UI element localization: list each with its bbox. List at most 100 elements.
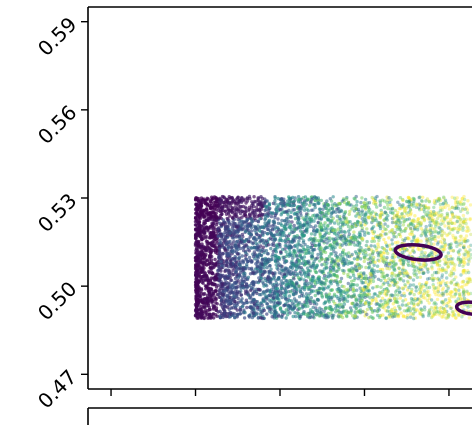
- scatter-point: [452, 226, 457, 231]
- scatter-point: [426, 289, 430, 294]
- scatter-point: [394, 310, 398, 314]
- scatter-point: [392, 296, 397, 301]
- scatter-point: [337, 266, 341, 270]
- scatter-point: [385, 287, 389, 291]
- scatter-point: [379, 278, 383, 283]
- scatter-point: [315, 298, 320, 302]
- scatter-point: [401, 238, 405, 242]
- scatter-point: [461, 245, 466, 249]
- scatter-point: [407, 202, 412, 207]
- scatter-point: [226, 302, 231, 306]
- scatter-point: [418, 285, 423, 289]
- scatter-point: [364, 221, 369, 225]
- scatter-point: [416, 303, 420, 307]
- scatter-point: [409, 208, 413, 213]
- scatter-point: [440, 266, 445, 270]
- scatter-point: [402, 294, 407, 298]
- scatter-point: [418, 208, 422, 212]
- scatter-point: [441, 279, 445, 283]
- scatter-point: [302, 269, 306, 273]
- scatter-point: [415, 302, 420, 306]
- scatter-point: [409, 202, 413, 207]
- scatter-point: [280, 211, 284, 215]
- scatter-point: [379, 253, 383, 257]
- scatter-point: [386, 301, 390, 305]
- scatter-point: [467, 276, 471, 280]
- scatter-point: [221, 289, 225, 294]
- scatter-point: [229, 301, 233, 306]
- scatter-point: [358, 221, 363, 225]
- scatter-point: [249, 229, 253, 233]
- scatter-point: [426, 254, 431, 258]
- scatter-point: [211, 215, 215, 219]
- scatter-point: [396, 218, 400, 222]
- scatter-point: [219, 223, 224, 227]
- scatter-point: [264, 239, 269, 243]
- scatter-point: [264, 295, 269, 299]
- scatter-point: [402, 271, 406, 275]
- scatter-point: [338, 225, 343, 229]
- scatter-point: [324, 315, 328, 320]
- scatter-point: [457, 260, 462, 265]
- scatter-point: [391, 232, 396, 236]
- scatter-point: [438, 198, 443, 202]
- scatter-point: [442, 231, 447, 235]
- scatter-point: [462, 197, 467, 202]
- scatter-point: [355, 223, 360, 227]
- scatter-point: [431, 277, 435, 281]
- scatter-point: [227, 196, 231, 201]
- scatter-point: [251, 271, 256, 276]
- scatter-point: [459, 237, 463, 242]
- scatter-point: [421, 293, 426, 297]
- scatter-point: [370, 248, 374, 252]
- scatter-point: [445, 233, 449, 238]
- scatter-point: [286, 304, 290, 309]
- scatter-point: [450, 310, 455, 314]
- scatter-point: [202, 215, 206, 219]
- scatter-point: [443, 307, 447, 311]
- scatter-point: [304, 215, 308, 220]
- scatter-point: [214, 306, 219, 310]
- scatter-point: [306, 313, 310, 318]
- scatter-point: [446, 232, 450, 237]
- scatter-point: [358, 230, 362, 234]
- scatter-point: [388, 230, 392, 234]
- scatter-point: [195, 234, 200, 238]
- scatter-point: [446, 204, 450, 208]
- scatter-point: [317, 215, 321, 220]
- scatter-point: [285, 313, 290, 317]
- scatter-point: [453, 263, 457, 267]
- scatter-point: [382, 237, 386, 242]
- scatter-point: [345, 201, 349, 206]
- scatter-point: [378, 216, 382, 220]
- scatter-point: [225, 293, 229, 297]
- scatter-point: [225, 285, 230, 289]
- scatter-point: [414, 265, 418, 269]
- scatter-point: [458, 248, 462, 252]
- scatter-point: [467, 292, 471, 296]
- scatter-point: [265, 305, 270, 309]
- scatter-point: [310, 265, 314, 269]
- scatter-point: [406, 224, 411, 228]
- scatter-point: [436, 231, 441, 235]
- scatter-point: [423, 296, 427, 300]
- scatter-point: [405, 316, 409, 320]
- scatter-point: [372, 214, 377, 219]
- scatter-point: [342, 200, 347, 205]
- scatter-point: [426, 214, 430, 218]
- scatter-point: [283, 239, 287, 243]
- scatter-point: [455, 216, 459, 220]
- scatter-point: [433, 234, 437, 239]
- scatter-point: [465, 289, 469, 293]
- scatter-point: [406, 259, 411, 264]
- scatter-point: [309, 218, 313, 222]
- scatter-point: [284, 297, 288, 301]
- scatter-point: [396, 313, 400, 317]
- scatter-point: [287, 298, 292, 303]
- scatter-point: [453, 293, 457, 297]
- scatter-point: [398, 248, 402, 252]
- scatter-point: [386, 289, 390, 294]
- scatter-point: [427, 310, 431, 315]
- scatter-point: [399, 277, 403, 281]
- scatter-point: [377, 223, 381, 227]
